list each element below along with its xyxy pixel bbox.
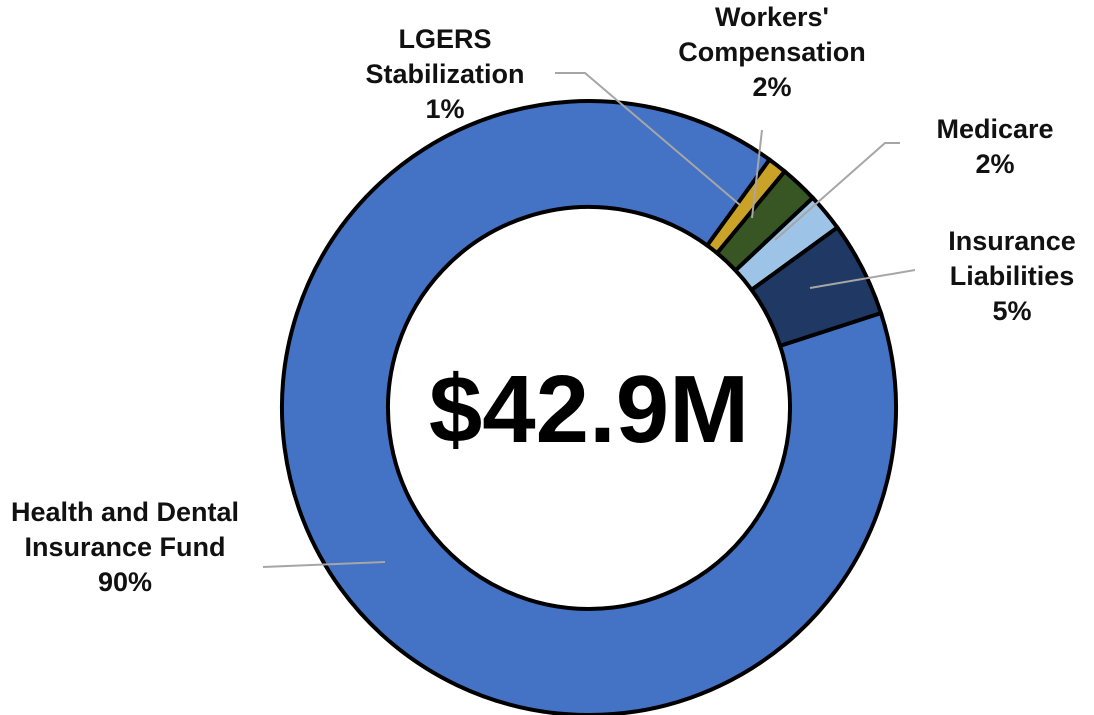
slice-label: Insurance Liabilities 5% xyxy=(927,224,1094,329)
leader-line xyxy=(555,72,741,206)
leader-line xyxy=(262,561,386,568)
slice-label: Health and Dental Insurance Fund 90% xyxy=(9,495,241,600)
slice-percent: 5% xyxy=(992,296,1032,326)
slice-label: Workers' Compensation 2% xyxy=(657,0,887,105)
center-total: $42.9M xyxy=(429,356,749,463)
slice-name: Workers' Compensation xyxy=(678,2,866,67)
leader-line xyxy=(809,269,916,289)
slice-percent: 1% xyxy=(425,94,465,124)
slice-name: Medicare xyxy=(936,114,1054,144)
slice-percent: 90% xyxy=(97,567,153,597)
slice-label: LGERS Stabilization 1% xyxy=(330,22,560,127)
leader-line xyxy=(751,129,763,219)
slice-label: Medicare 2% xyxy=(905,112,1085,182)
slice-name: LGERS Stabilization xyxy=(365,24,525,89)
slice-percent: 2% xyxy=(752,72,792,102)
slice-name: Health and Dental Insurance Fund xyxy=(10,497,240,562)
slice-percent: 2% xyxy=(975,149,1015,179)
donut-slice xyxy=(280,99,898,715)
leader-line xyxy=(774,142,900,241)
slice-name: Insurance Liabilities xyxy=(948,226,1076,291)
